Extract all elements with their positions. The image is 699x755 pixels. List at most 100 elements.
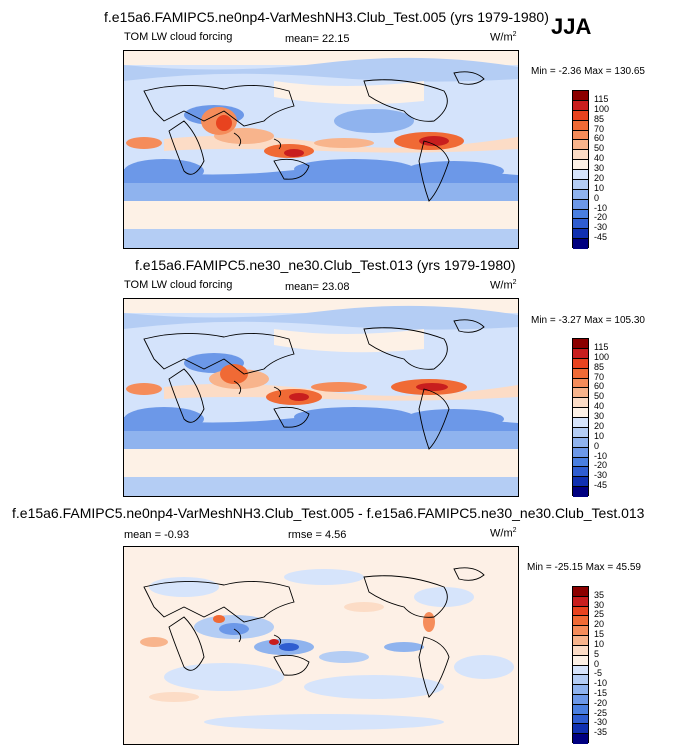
colorbar-box <box>573 418 588 428</box>
colorbar-tick-label: 30 <box>594 411 605 421</box>
colorbar-box <box>573 110 588 121</box>
colorbar-tick-label: 60 <box>594 133 605 144</box>
panel-3-mean-value: -0.93 <box>164 529 190 541</box>
colorbar-box <box>573 447 588 458</box>
panel-3-title: f.e15a6.FAMIPC5.ne0np4-VarMeshNH3.Club_T… <box>12 505 645 521</box>
colorbar-box <box>573 596 588 607</box>
panel-2-mean-label: mean= <box>285 281 319 293</box>
colorbar-tick-label: 20 <box>594 619 605 630</box>
colorbar-box <box>573 675 588 686</box>
panel-3-mean-label: mean = <box>124 529 161 541</box>
panel-1-mean: mean= 22.15 <box>285 33 350 45</box>
panel-1-max-value: 130.65 <box>614 66 645 77</box>
colorbar-box <box>573 704 588 715</box>
panel-3-units: W/m2 <box>490 527 517 540</box>
panel-3-min-value: -25.15 <box>554 562 583 573</box>
colorbar-box <box>573 140 588 151</box>
colorbar-box <box>573 487 588 497</box>
colorbar-box <box>573 408 588 418</box>
colorbar-box <box>573 636 588 646</box>
panel-3-rmse-value: 4.56 <box>325 529 347 541</box>
colorbar-box <box>573 694 588 705</box>
panel-1-mean-value: 22.15 <box>322 33 350 45</box>
panel-2-min-value: -3.27 <box>558 315 582 326</box>
colorbar-tick-label: 20 <box>594 172 605 183</box>
panel-1-min-value: -2.36 <box>558 66 582 77</box>
colorbar-tick-label: 10 <box>594 638 605 649</box>
colorbar-box <box>573 655 588 666</box>
colorbar-tick-label: -20 <box>594 460 608 471</box>
colorbar-box <box>573 378 588 389</box>
panel-2-minmax: Min = -3.27 Max = 105.30 <box>531 315 645 326</box>
panel-1-variable-label: TOM LW cloud forcing <box>124 31 233 43</box>
colorbar-tick-label: -10 <box>594 450 608 461</box>
colorbar-tick-label: -20 <box>594 212 608 223</box>
colorbar-tick-label: 0 <box>594 658 600 669</box>
panel-3-mean: mean = -0.93 <box>124 529 189 541</box>
colorbar-box <box>573 179 588 190</box>
colorbar-tick-label: 85 <box>594 113 605 124</box>
season-label: JJA <box>551 14 592 39</box>
panel-3-minmax: Min = -25.15 Max = 45.59 <box>527 562 641 573</box>
colorbar-box <box>573 477 588 488</box>
panel-3-rmse: rmse = 4.56 <box>288 529 346 541</box>
colorbar-box <box>573 724 588 735</box>
colorbar-tick-label: 0 <box>594 440 600 451</box>
colorbar-tick-label: 20 <box>594 420 605 431</box>
colorbar-tick-label: -20 <box>594 697 608 708</box>
colorbar-tick-label: 70 <box>594 123 605 134</box>
panel-2-units: W/m2 <box>490 279 517 292</box>
colorbar-tick-label: 85 <box>594 361 605 372</box>
colorbar-tick-label: -30 <box>594 470 608 481</box>
colorbar-box <box>573 457 588 468</box>
colorbar-tick-label: 0 <box>594 192 600 203</box>
colorbar-box <box>573 91 588 101</box>
colorbar-tick-label: -45 <box>594 232 608 243</box>
colorbar-box <box>573 645 588 656</box>
panel-3-max-value: 45.59 <box>615 562 641 573</box>
colorbar-tick-label: 50 <box>594 391 605 402</box>
colorbar-box <box>573 189 588 200</box>
colorbar-box <box>573 199 588 210</box>
colorbar-box <box>573 626 588 637</box>
colorbar-box <box>573 427 588 438</box>
panel-1-colorbar <box>572 90 589 249</box>
colorbar-box <box>573 239 588 249</box>
colorbar-box <box>573 437 588 448</box>
colorbar-tick-label: 35 <box>594 589 605 600</box>
colorbar-box <box>573 209 588 220</box>
colorbar-tick-label: 115 <box>594 341 609 352</box>
colorbar-box <box>573 685 588 695</box>
colorbar-box <box>573 606 588 617</box>
panel-3-colorbar <box>572 586 589 744</box>
panel-1-map <box>123 50 519 249</box>
colorbar-box <box>573 368 588 379</box>
colorbar-box <box>573 358 588 369</box>
colorbar-box <box>573 665 588 676</box>
colorbar-box <box>573 219 588 230</box>
panel-2-colorbar <box>572 338 589 497</box>
colorbar-tick-label: -35 <box>594 727 608 738</box>
colorbar-tick-label: -25 <box>594 707 608 718</box>
colorbar-tick-label: 50 <box>594 143 605 154</box>
colorbar-box <box>573 120 588 131</box>
colorbar-box <box>573 348 588 359</box>
colorbar-tick-label: 100 <box>594 103 610 114</box>
panel-3-map <box>123 546 519 745</box>
colorbar-tick-label: 25 <box>594 609 605 620</box>
colorbar-tick-label: 40 <box>594 401 605 412</box>
colorbar-box <box>573 616 588 627</box>
colorbar-box <box>573 734 588 744</box>
colorbar-box <box>573 160 588 170</box>
colorbar-box <box>573 587 588 597</box>
panel-2-max-value: 105.30 <box>614 315 645 326</box>
panel-2-map <box>123 298 519 497</box>
colorbar-tick-label: -10 <box>594 678 608 689</box>
colorbar-tick-label: 10 <box>594 430 605 441</box>
colorbar-tick-label: -45 <box>594 480 608 491</box>
panel-1-mean-label: mean= <box>285 33 319 45</box>
colorbar-tick-label: -30 <box>594 222 608 233</box>
panel-3-rmse-label: rmse = <box>288 529 322 541</box>
colorbar-tick-label: 70 <box>594 371 605 382</box>
colorbar-tick-label: 30 <box>594 599 605 610</box>
